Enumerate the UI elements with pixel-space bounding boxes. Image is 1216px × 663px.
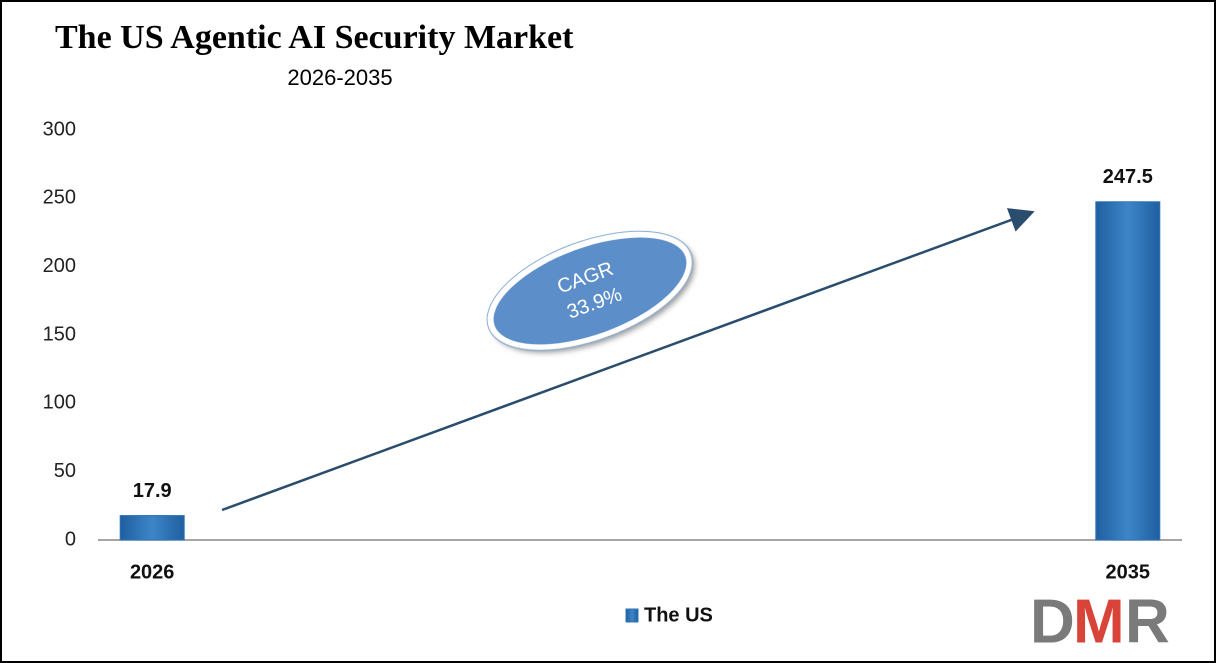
trend-arrow [221, 208, 1035, 512]
x-tick-label: 2035 [1106, 561, 1151, 583]
logo-m: M [1073, 587, 1125, 656]
legend-label: The US [644, 604, 713, 626]
logo-d: D [1030, 587, 1075, 656]
cagr-ellipse [488, 232, 692, 350]
logo: D M R [1030, 587, 1170, 656]
y-tick-label: 150 [43, 323, 76, 345]
cagr-badge: CAGR 33.9% [486, 230, 694, 352]
logo-r: R [1125, 587, 1170, 656]
bar [1095, 201, 1161, 541]
chart-subtitle: 2026-2035 [287, 65, 392, 90]
y-tick-label: 100 [43, 392, 76, 414]
value-label: 17.9 [133, 480, 172, 502]
x-tick-label: 2026 [130, 561, 175, 583]
chart-title: The US Agentic AI Security Market [55, 19, 574, 56]
legend-swatch [625, 608, 639, 623]
y-tick-label: 50 [54, 460, 76, 482]
y-tick-label: 300 [43, 118, 76, 140]
y-tick-label: 0 [65, 528, 76, 550]
value-label: 247.5 [1103, 166, 1153, 188]
bar [119, 515, 185, 541]
y-tick-label: 250 [43, 187, 76, 209]
y-tick-label: 200 [43, 255, 76, 277]
cagr-outline [486, 230, 694, 352]
